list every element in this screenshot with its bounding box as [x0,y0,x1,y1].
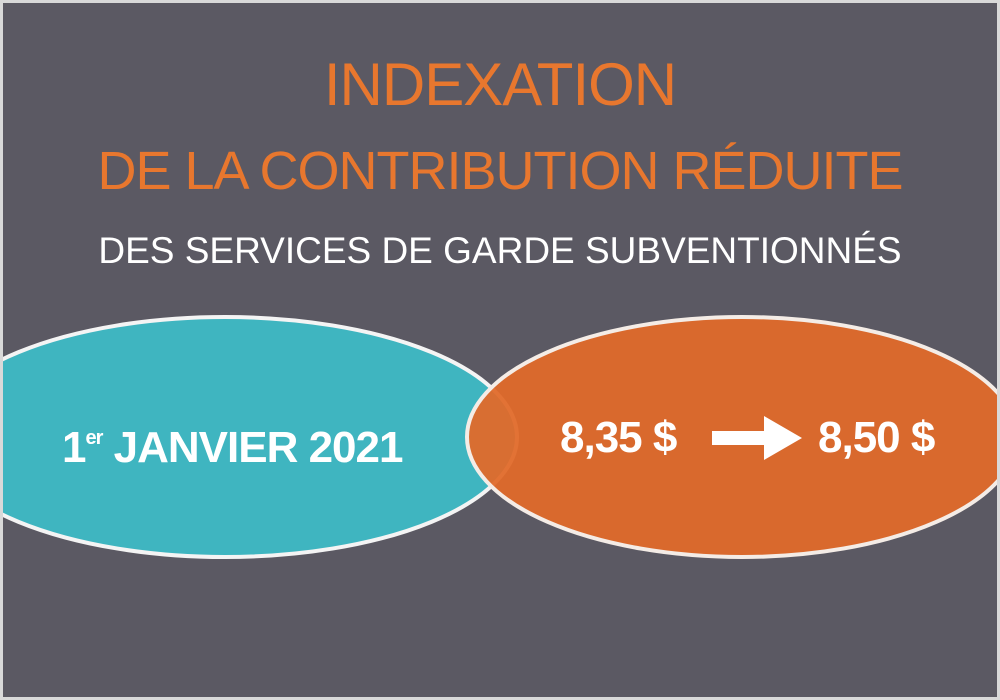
title-text: INDEXATION [323,51,677,118]
price-to-text: 8,50 $ [818,413,935,462]
date-suffix: er [85,427,103,449]
title-line-1: INDEXATION [0,52,1000,118]
price-to: 8,50 $ [818,410,935,466]
subtitle-text: DES SERVICES DE GARDE SUBVENTIONNÉS [98,230,902,271]
date-label: 1er JANVIER 2021 [62,410,404,476]
price-from: 8,35 $ [560,410,677,466]
date-rest: JANVIER 2021 [113,423,404,472]
title-text: DE LA CONTRIBUTION RÉDUITE [97,141,903,201]
subtitle: DES SERVICES DE GARDE SUBVENTIONNÉS [0,226,1000,276]
date-day: 1 [62,423,87,472]
price-from-text: 8,35 $ [560,413,677,462]
title-line-2: DE LA CONTRIBUTION RÉDUITE [0,138,1000,204]
